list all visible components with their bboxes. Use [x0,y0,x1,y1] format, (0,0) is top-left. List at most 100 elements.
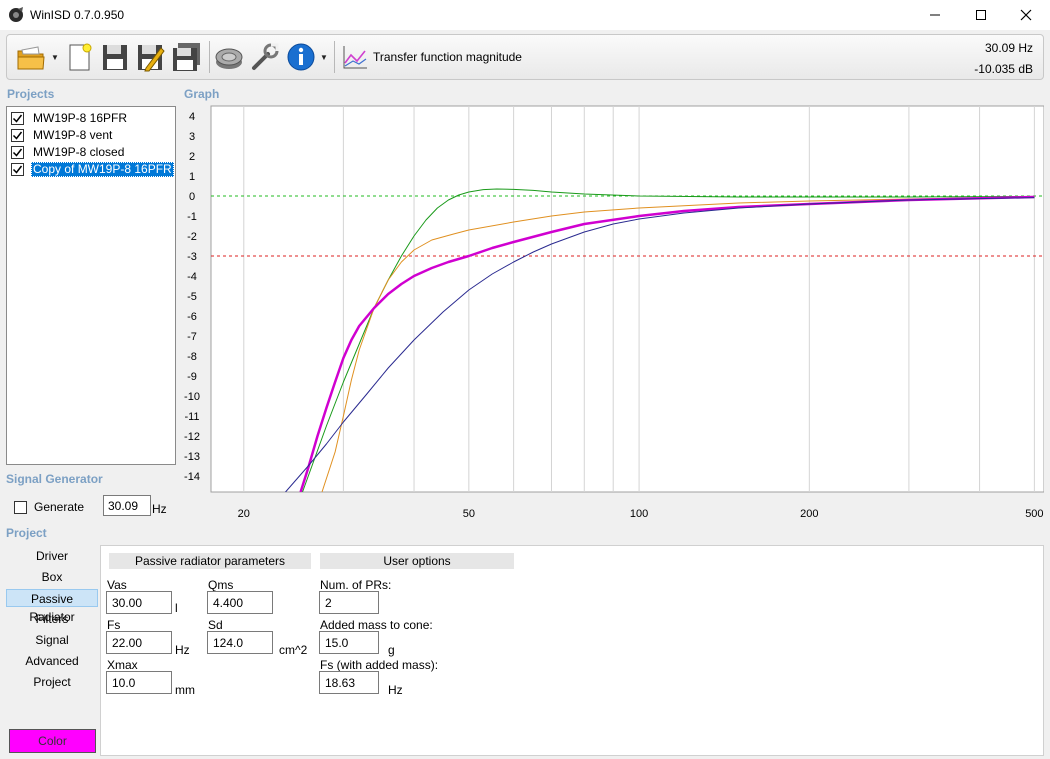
added-mass-label: Added mass to cone: [320,618,433,632]
x-tick-label: 200 [800,508,818,520]
info-button[interactable] [285,40,317,74]
num-prs-input[interactable] [319,591,379,614]
series-line [321,196,1035,492]
fs-unit: Hz [175,643,190,657]
app-logo-icon [9,7,23,22]
sd-unit: cm^2 [279,643,308,657]
cursor-frequency-readout: 30.09 Hz [984,41,1033,55]
fs-added-mass-input[interactable] [319,671,379,694]
nav-driver[interactable]: Driver [36,549,68,563]
checkmark-icon [12,148,23,157]
generate-label: Generate [34,500,85,514]
y-tick-label: 2 [189,151,195,163]
xmax-input[interactable] [106,671,172,694]
project-item[interactable]: MW19P-8 closed [11,144,126,160]
xmax-label: Xmax [107,658,138,672]
y-tick-label: -12 [184,431,200,443]
passive-radiator-panel: Passive radiator parameters User options… [100,545,1044,756]
added-mass-input[interactable] [319,631,379,654]
save-all-icon [173,43,200,71]
project-item[interactable]: MW19P-8 16PFR [11,110,129,126]
window-title: WinISD 0.7.0.950 [30,8,125,22]
y-tick-label: -10 [184,391,200,403]
vas-input[interactable] [106,591,172,614]
close-button[interactable] [1003,0,1049,30]
project-checkbox[interactable] [11,162,24,176]
project-item-label: Copy of MW19P-8 16PFR [31,161,174,177]
minimize-icon [930,14,940,16]
project-checkbox[interactable] [11,111,24,125]
cursor-db-readout: -10.035 dB [974,62,1033,76]
project-checkbox[interactable] [11,128,24,142]
driver-icon [215,48,243,69]
minimize-button[interactable] [912,0,958,30]
pr-parameters-header: Passive radiator parameters [109,553,311,569]
y-tick-label: -6 [187,311,197,323]
fs-input[interactable] [106,631,172,654]
y-tick-label: -4 [187,271,197,283]
nav-filters[interactable]: Filters [35,612,69,626]
y-tick-label: -3 [187,251,197,263]
save-button[interactable] [99,40,131,74]
generator-frequency-unit: Hz [152,502,167,516]
save-as-icon [138,45,165,72]
color-button[interactable]: Color [9,729,96,753]
graph-section-label: Graph [184,87,220,101]
tools-icon [252,43,279,70]
y-tick-label: 1 [189,171,195,183]
y-tick-label: -8 [187,351,197,363]
toolbar: ▼ [6,34,1044,80]
project-item-selected[interactable]: Copy of MW19P-8 16PFR [11,161,174,177]
qms-input[interactable] [207,591,273,614]
fs-added-mass-unit: Hz [388,683,403,697]
graph-chart-icon [343,46,367,69]
open-folder-icon [17,46,45,70]
generate-checkbox[interactable] [14,500,27,514]
info-dropdown-caret-icon[interactable]: ▼ [320,53,328,62]
user-options-header: User options [320,553,514,569]
open-dropdown-caret-icon[interactable]: ▼ [51,53,59,62]
y-tick-label: -9 [187,371,197,383]
open-project-button[interactable] [15,40,47,74]
frequency-response-graph[interactable]: 4 3 2 1 0 -1 -2 -3 -4 -5 -6 -7 -8 -9 -10 -11 -12 -13 -14 20… [178,104,1044,530]
x-tick-label: 20 [238,508,250,520]
nav-passive-radiator[interactable]: Passive Radiator [6,589,98,624]
generate-checkbox-row[interactable]: Generate [14,500,84,514]
toolbar-separator [334,41,335,73]
y-tick-label: -14 [184,471,200,483]
save-all-button[interactable] [171,40,203,74]
generator-frequency-input[interactable] [103,495,151,516]
project-checkbox[interactable] [11,145,24,159]
y-tick-label: -5 [187,291,197,303]
driver-editor-button[interactable] [213,40,245,74]
graph-type-label[interactable]: Transfer function magnitude [373,50,522,64]
checkmark-icon [12,114,23,123]
nav-signal[interactable]: Signal [35,633,69,647]
y-tick-label: 3 [189,131,195,143]
nav-project[interactable]: Project [33,675,71,689]
vas-unit: l [175,601,178,615]
projects-list[interactable]: MW19P-8 16PFR MW19P-8 vent MW19P-8 close… [6,106,176,465]
sd-input[interactable] [207,631,273,654]
toolbar-separator [209,41,210,73]
close-icon [1020,9,1032,21]
y-tick-label: -1 [187,211,197,223]
checkmark-icon [12,165,23,174]
new-project-button[interactable] [63,40,95,74]
graph-type-button[interactable] [339,40,371,74]
nav-box[interactable]: Box [41,570,63,584]
nav-advanced[interactable]: Advanced [25,654,79,668]
project-item[interactable]: MW19P-8 vent [11,127,114,143]
title-bar: WinISD 0.7.0.950 [0,0,1050,30]
save-icon [103,45,127,70]
projects-section-label: Projects [7,87,55,101]
project-item-label: MW19P-8 16PFR [33,110,128,125]
maximize-button[interactable] [958,0,1004,30]
x-tick-label: 50 [463,508,475,520]
series-line [299,195,1035,492]
added-mass-unit: g [388,643,395,657]
tools-button[interactable] [249,40,281,74]
save-as-button[interactable] [135,40,167,74]
sd-label: Sd [208,618,223,632]
y-tick-label: 0 [189,191,195,203]
